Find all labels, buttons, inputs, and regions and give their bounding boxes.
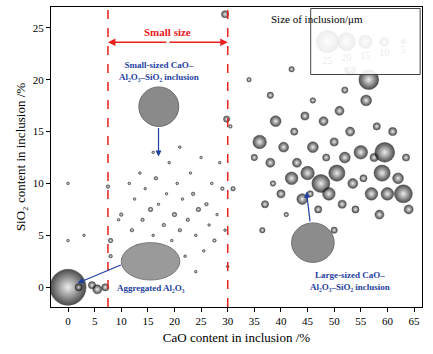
svg-text:35: 35 (249, 315, 261, 327)
svg-text:Large-sized CaO–Al₂O₃–SiO₂ inc: Large-sized CaO–Al₂O₃–SiO₂ inclusion (310, 270, 390, 292)
svg-text:10: 10 (116, 315, 128, 327)
svg-text:20: 20 (169, 315, 181, 327)
svg-text:5: 5 (92, 315, 98, 327)
svg-text:0: 0 (38, 281, 44, 293)
svg-text:15: 15 (360, 50, 370, 61)
svg-text:10: 10 (379, 47, 389, 58)
svg-text:5: 5 (38, 229, 44, 241)
svg-text:15: 15 (33, 125, 45, 137)
svg-text:55: 55 (355, 315, 367, 327)
svg-text:20: 20 (33, 74, 45, 86)
svg-text:20: 20 (342, 52, 352, 63)
svg-text:25: 25 (196, 315, 208, 327)
svg-text:15: 15 (142, 315, 154, 327)
svg-text:Small size: Small size (144, 26, 191, 38)
svg-text:25: 25 (33, 22, 45, 34)
svg-text:SiO₂ content in inclusion /%: SiO₂ content in inclusion /% (13, 83, 28, 231)
svg-text:65: 65 (409, 315, 421, 327)
svg-text:40: 40 (275, 315, 287, 327)
svg-text:Small-sized CaO–Al₂O₃–SiO₂ inc: Small-sized CaO–Al₂O₃–SiO₂ inclusion (119, 60, 199, 82)
svg-text:Aggregated Al₂O₃: Aggregated Al₂O₃ (117, 283, 185, 293)
svg-text:30: 30 (222, 315, 234, 327)
svg-text:10: 10 (33, 177, 45, 189)
svg-text:0: 0 (65, 315, 71, 327)
svg-text:5: 5 (401, 44, 406, 55)
svg-text:50: 50 (329, 315, 341, 327)
svg-text:25: 25 (323, 55, 333, 66)
svg-text:60: 60 (382, 315, 394, 327)
svg-text:Size of inclusion/μm: Size of inclusion/μm (271, 13, 363, 25)
svg-text:45: 45 (302, 315, 314, 327)
svg-text:CaO content in inclusion /%: CaO content in inclusion /% (163, 330, 310, 345)
